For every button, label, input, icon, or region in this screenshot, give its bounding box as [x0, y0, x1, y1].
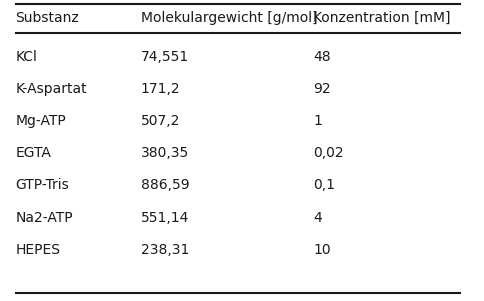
Text: HEPES: HEPES [15, 243, 60, 257]
Text: KCl: KCl [15, 50, 37, 64]
Text: EGTA: EGTA [15, 146, 51, 160]
Text: Substanz: Substanz [15, 11, 79, 25]
Text: 551,14: 551,14 [140, 211, 189, 225]
Text: 1: 1 [313, 114, 321, 128]
Text: 92: 92 [313, 82, 330, 96]
Text: 171,2: 171,2 [140, 82, 180, 96]
Text: 0,1: 0,1 [313, 178, 334, 192]
Text: Konzentration [mM]: Konzentration [mM] [313, 11, 450, 25]
Text: Molekulargewicht [g/mol]: Molekulargewicht [g/mol] [140, 11, 317, 25]
Text: Na2-ATP: Na2-ATP [15, 211, 73, 225]
Text: 0,02: 0,02 [313, 146, 343, 160]
Text: 48: 48 [313, 50, 330, 64]
Text: 74,551: 74,551 [140, 50, 189, 64]
Text: 4: 4 [313, 211, 321, 225]
Text: K-Aspartat: K-Aspartat [15, 82, 87, 96]
Text: 238,31: 238,31 [140, 243, 189, 257]
Text: Mg-ATP: Mg-ATP [15, 114, 66, 128]
Text: GTP-Tris: GTP-Tris [15, 178, 69, 192]
Text: 380,35: 380,35 [140, 146, 189, 160]
Text: 886,59: 886,59 [140, 178, 189, 192]
Text: 10: 10 [313, 243, 330, 257]
Text: 507,2: 507,2 [140, 114, 180, 128]
